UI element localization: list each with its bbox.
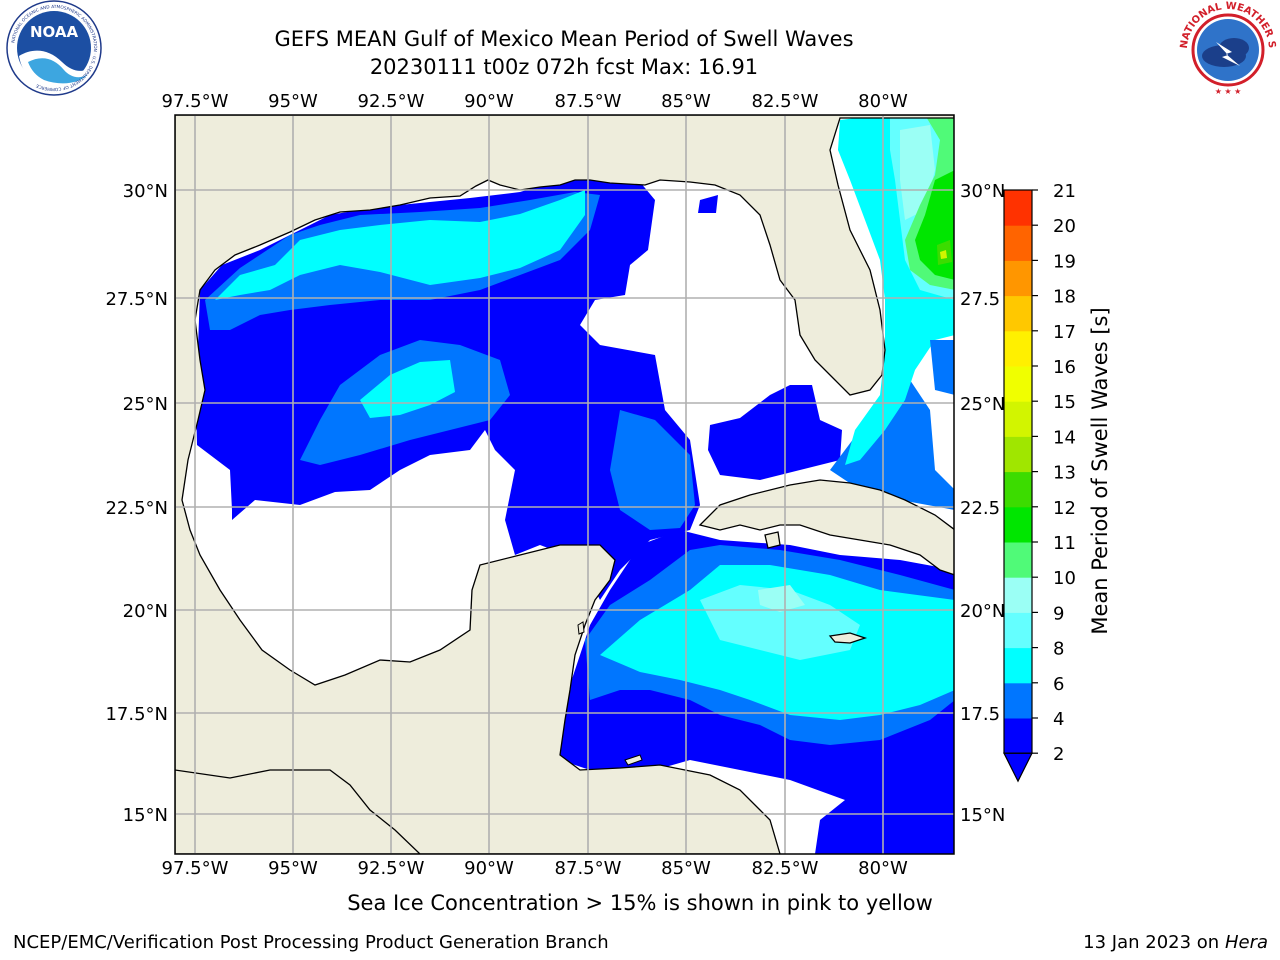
lat-tick-label: 22.5°N xyxy=(105,498,168,519)
colorbar-tick-label: 4 xyxy=(1053,709,1064,730)
atlantic-field-4s xyxy=(830,380,954,510)
colorbar-tick-label: 13 xyxy=(1053,463,1076,484)
lat-tick-label: 17.5 xyxy=(960,704,1000,725)
footer-date: 13 Jan 2023 on Hera xyxy=(1083,932,1268,953)
lon-tick-label: 92.5°W xyxy=(358,91,425,112)
colorbar-tick-label: 16 xyxy=(1053,357,1076,378)
land-yucatan-islands xyxy=(577,621,643,766)
colorbar: 2 4 6 8 9 10 11 12 13 14 15 16 17 18 19 20 21 xyxy=(1003,181,1076,783)
colorbar-segment xyxy=(1004,366,1032,402)
colorbar-segment xyxy=(1004,260,1032,297)
colorbar-segment xyxy=(1004,471,1032,508)
colorbar-extend-arrow xyxy=(1003,752,1033,783)
colorbar-tick-label: 6 xyxy=(1053,674,1064,695)
noaa-logo-text: NOAA xyxy=(30,23,79,41)
lat-tick-label: 27.5°N xyxy=(105,289,168,310)
lon-tick-label: 87.5°W xyxy=(555,91,622,112)
nws-logo: NATIONAL WEATHER SERVICE ★ ★ ★ xyxy=(1176,0,1277,97)
colorbar-tick-label: 20 xyxy=(1053,216,1076,237)
colorbar-tick-label: 21 xyxy=(1053,181,1076,202)
colorbar-tick-label: 11 xyxy=(1053,533,1076,554)
lat-tick-label: 17.5°N xyxy=(105,704,168,725)
colorbar-label: Mean Period of Swell Waves [s] xyxy=(1088,307,1112,634)
colorbar-tick-label: 12 xyxy=(1053,498,1076,519)
land-jamaica xyxy=(828,632,868,644)
lat-tick-label: 20°N xyxy=(123,601,168,622)
lon-tick-label: 85°W xyxy=(661,858,711,879)
lon-tick-labels-top: 97.5°W 95°W 92.5°W 90°W 87.5°W 85°W 82.5°W 80°W xyxy=(162,91,908,112)
colorbar-segment xyxy=(1004,225,1032,261)
colorbar-segment xyxy=(1004,577,1032,613)
colorbar-segment xyxy=(1004,682,1032,719)
colorbar-segment xyxy=(1004,401,1032,437)
lat-tick-label: 27.5 xyxy=(960,289,1000,310)
lon-tick-label: 90°W xyxy=(464,858,514,879)
lon-tick-label: 82.5°W xyxy=(752,91,819,112)
lon-tick-label: 92.5°W xyxy=(358,858,425,879)
bahamas-field-4s xyxy=(930,340,954,395)
lat-tick-label: 25°N xyxy=(960,394,1005,415)
colorbar-tick-label: 15 xyxy=(1053,392,1076,413)
noaa-logo: NOAA NATIONAL OCEANIC AND ATMOSPHERIC AD… xyxy=(6,0,102,96)
lat-tick-label: 25°N xyxy=(123,394,168,415)
map-plot xyxy=(175,115,954,854)
colorbar-tick-label: 14 xyxy=(1053,427,1076,448)
gulf-field-6s-north xyxy=(215,190,585,300)
caribbean-field-8s xyxy=(700,585,860,660)
lat-tick-label: 22.5 xyxy=(960,498,1000,519)
colorbar-segment xyxy=(1004,612,1032,649)
lon-tick-label: 95°W xyxy=(268,91,318,112)
lat-tick-label: 15°N xyxy=(960,805,1005,826)
lon-tick-label: 80°W xyxy=(858,858,908,879)
colorbar-segment xyxy=(1004,647,1032,684)
colorbar-tick-label: 8 xyxy=(1053,639,1064,660)
svg-text:★ ★ ★: ★ ★ ★ xyxy=(1215,87,1242,96)
east-gulf-field xyxy=(698,195,842,480)
lon-tick-label: 80°W xyxy=(858,91,908,112)
colorbar-tick-label: 9 xyxy=(1053,603,1064,624)
map-subtitle: 20230111 t00z 072h fcst Max: 16.91 xyxy=(369,55,759,79)
lon-tick-label: 87.5°W xyxy=(555,858,622,879)
lat-tick-label: 30°N xyxy=(960,181,1005,202)
atlantic-field-14s xyxy=(940,250,947,259)
lat-tick-label: 15°N xyxy=(123,805,168,826)
colorbar-segment xyxy=(1004,506,1032,543)
colorbar-segment xyxy=(1004,542,1032,578)
colorbar-segment xyxy=(1004,330,1032,367)
colorbar-segment xyxy=(1004,190,1032,226)
sea-ice-caption: Sea Ice Concentration > 15% is shown in … xyxy=(347,891,933,915)
colorbar-segment xyxy=(1004,436,1032,473)
colorbar-tick-label: 18 xyxy=(1053,287,1076,308)
lon-tick-label: 90°W xyxy=(464,91,514,112)
footer-host: Hera xyxy=(1224,932,1268,953)
lon-tick-label: 85°W xyxy=(661,91,711,112)
map-gridlines xyxy=(175,115,954,854)
lon-tick-labels-bottom: 97.5°W 95°W 92.5°W 90°W 87.5°W 85°W 82.5°W 80°W xyxy=(162,858,908,879)
lat-tick-labels-right: 30°N 27.5 25°N 22.5 20°N 17.5 15°N xyxy=(960,181,1005,826)
caribbean-field-9s xyxy=(758,585,805,612)
colorbar-tick-label: 10 xyxy=(1053,568,1076,589)
lon-tick-label: 82.5°W xyxy=(752,858,819,879)
lon-tick-label: 95°W xyxy=(268,858,318,879)
lat-tick-label: 20°N xyxy=(960,601,1005,622)
colorbar-segment xyxy=(1004,718,1032,754)
lat-tick-labels-left: 30°N 27.5°N 25°N 22.5°N 20°N 17.5°N 15°N xyxy=(105,181,168,826)
footer-credit: NCEP/EMC/Verification Post Processing Pr… xyxy=(13,932,609,953)
colorbar-tick-label: 17 xyxy=(1053,322,1076,343)
map-frame xyxy=(174,114,955,855)
land-north-america xyxy=(175,115,954,854)
colorbar-tick-label: 2 xyxy=(1053,744,1064,765)
map-title: GEFS MEAN Gulf of Mexico Mean Period of … xyxy=(274,27,854,51)
land-isle-of-youth xyxy=(764,531,781,549)
lat-tick-label: 30°N xyxy=(123,181,168,202)
colorbar-tick-label: 19 xyxy=(1053,251,1076,272)
lon-tick-label: 97.5°W xyxy=(162,91,229,112)
east-gulf-field-4s xyxy=(610,410,695,530)
colorbar-segment xyxy=(1004,295,1032,332)
land-cuba xyxy=(698,479,954,576)
lon-tick-label: 97.5°W xyxy=(162,858,229,879)
footer-date-text: 13 Jan 2023 on xyxy=(1083,932,1225,953)
